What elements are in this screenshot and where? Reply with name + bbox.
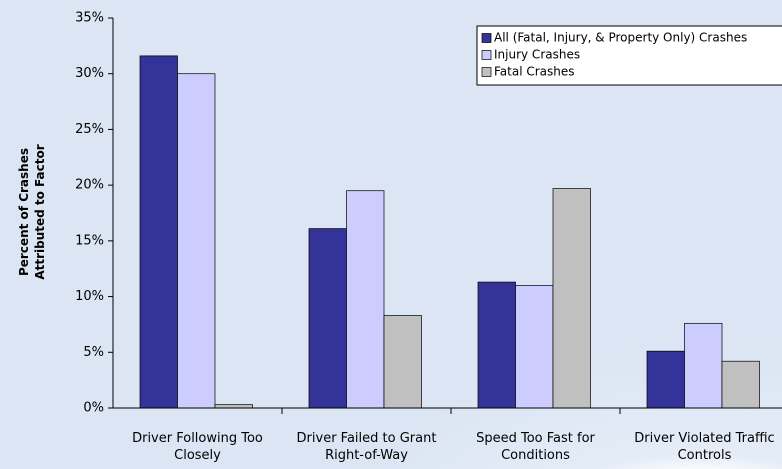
bar	[308, 228, 347, 409]
x-tick-label: Driver Following Too Closely	[132, 431, 263, 463]
y-tick-label: 10%	[75, 289, 104, 304]
bar	[346, 190, 385, 409]
legend-label: All (Fatal, Injury, & Property Only) Cra…	[494, 31, 747, 45]
bar	[477, 281, 516, 409]
bar	[552, 188, 591, 409]
bar	[139, 55, 178, 409]
bar	[214, 404, 253, 409]
bar	[684, 322, 723, 409]
y-tick-label: 0%	[83, 401, 104, 416]
legend-label: Fatal Crashes	[494, 65, 575, 79]
x-tick-label: Driver Violated Traffic Controls	[634, 431, 775, 463]
legend-box	[476, 25, 782, 86]
y-axis-label: Percent of Crashes Attributed to Factor	[17, 144, 47, 280]
legend-swatch	[481, 33, 492, 43]
x-tick-label: Speed Too Fast for Conditions	[476, 431, 595, 463]
legend-label: Injury Crashes	[494, 48, 580, 62]
bar	[721, 360, 760, 409]
y-tick-label: 15%	[75, 233, 104, 248]
legend-swatch	[481, 67, 492, 77]
y-tick-label: 35%	[75, 11, 104, 26]
bar	[646, 350, 685, 409]
y-tick-label: 20%	[75, 178, 104, 193]
bar	[515, 285, 554, 409]
bar	[383, 315, 422, 409]
legend-swatch	[481, 50, 492, 60]
y-tick-label: 30%	[75, 66, 104, 81]
y-tick-label: 5%	[83, 345, 104, 360]
y-tick-label: 25%	[75, 122, 104, 137]
bar	[177, 73, 216, 409]
x-tick-label: Driver Failed to Grant Right-of-Way	[296, 431, 437, 463]
